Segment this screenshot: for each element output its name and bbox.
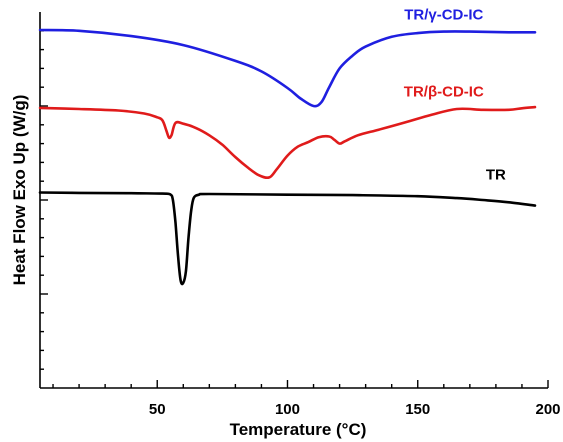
x-axis-title: Temperature (°C) [230,420,367,439]
x-tick-label: 200 [535,401,560,418]
series-group [38,28,537,286]
series-label-0: TR/γ-CD-IC [404,7,483,24]
y-axis-title: Heat Flow Exo Up (W/g) [10,95,29,286]
x-tick-labels: 50 100 150 200 [149,401,561,418]
x-tick-label: 100 [275,401,300,418]
plot-area: TR/γ-CD-IC TR/β-CD-IC TR 50 100 150 200 [38,7,561,418]
x-ticks [52,380,549,388]
y-ticks [40,30,48,370]
series-line-2 [38,191,537,286]
series-label-1: TR/β-CD-IC [404,84,484,101]
x-tick-label: 150 [405,401,430,418]
series-label-2: TR [486,166,506,183]
series-line-1 [38,105,537,180]
x-tick-label: 50 [149,401,166,418]
series-line-0 [38,28,537,108]
series-labels: TR/γ-CD-IC TR/β-CD-IC TR [404,7,506,184]
